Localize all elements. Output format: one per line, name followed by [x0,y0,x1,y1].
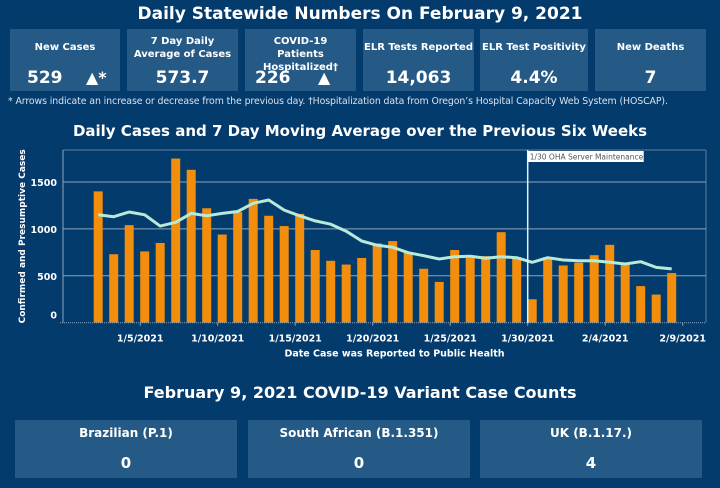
variant-card-brazilian: Brazilian (P.1) 0 [15,420,237,478]
kpi-label: New Cases [34,42,96,53]
x-tick-label: 2/4/2021 [582,334,629,345]
bar-1-19 [357,257,367,323]
bar-1-27 [481,256,491,323]
x-tick-label: 1/25/2021 [424,334,477,345]
kpi-label: 7 Day Daily Average of Cases [133,36,232,60]
x-axis-title: Date Case was Reported to Public Health [284,349,504,360]
kpi-value: 573.7 [155,68,210,88]
variant-label: South African (B.1.351) [279,426,439,440]
annotation-box [527,151,644,162]
bar-1-13 [264,215,274,323]
x-tick-label: 1/10/2021 [191,334,244,345]
x-tick-label: 1/20/2021 [346,334,399,345]
y-tick-label: 1000 [31,225,58,236]
kpi-new-cases: New Cases 529 ▲* [10,29,120,91]
variant-card-uk: UK (B.1.17.) 4 [480,420,702,478]
up-arrow-icon: ▲* [86,68,107,87]
bar-1-24 [434,281,444,323]
bar-1-28 [496,232,506,323]
bar-1-17 [326,260,336,323]
kpi-7-day-average: 7 Day Daily Average of Cases 573.7 [127,29,238,91]
bar-1-6 [155,242,165,323]
kpi-label: ELR Test Positivity [482,42,586,53]
bar-2-8 [667,273,677,323]
bar-1-10 [217,234,227,323]
bar-2-2 [574,262,584,323]
kpi-label: New Deaths [616,42,685,53]
kpi-value: 14,063 [385,68,452,88]
x-tick-label: 1/5/2021 [117,334,164,345]
bar-1-31 [543,257,553,323]
bar-2-1 [558,265,568,323]
bar-2-7 [651,294,661,323]
bar-1-20 [372,243,382,323]
y-tick-label: 1500 [31,178,58,189]
bar-1-25 [450,250,460,323]
bar-1-21 [388,241,398,323]
kpi-label: ELR Tests Reported [364,42,473,53]
kpi-value: 4.4% [510,68,558,88]
kpi-elr-tests: ELR Tests Reported 14,063 [363,29,474,91]
kpi-value: 226 [255,68,291,88]
x-tick-label: 1/30/2021 [501,334,554,345]
bar-1-4 [124,225,134,323]
kpi-hospitalized: COVID-19 Patients Hospitalized† 226 ▲ [245,29,356,91]
variant-count: 4 [585,454,597,472]
bar-1-2 [93,191,103,323]
y-axis-title: Confirmed and Presumptive Cases [18,149,28,323]
bar-1-11 [233,212,243,323]
y-tick-label: 500 [37,272,57,283]
x-tick-label: 2/9/2021 [659,334,706,345]
kpi-value: 7 [644,68,657,88]
bar-1-15 [295,213,305,323]
variant-count: 0 [120,454,132,472]
bar-1-14 [279,226,289,323]
bar-2-5 [620,265,630,323]
footnote: * Arrows indicate an increase or decreas… [8,96,668,107]
variant-label: UK (B.1.17.) [549,426,633,440]
y-tick-label: 0 [50,311,57,322]
up-arrow-icon: ▲ [318,68,331,87]
variant-label: Brazilian (P.1) [79,426,173,440]
cases-chart: 0 500 1000 1500 1/5/2021 1/10/2021 1/15/2021 1/… [18,149,707,360]
kpi-test-positivity: ELR Test Positivity 4.4% [480,29,588,91]
bar-1-3 [109,254,119,323]
bar-1-23 [419,268,429,323]
kpi-label: COVID-19 Patients Hospitalized† [263,36,338,73]
bar-2-3 [589,255,599,323]
variant-count: 0 [353,454,365,472]
bar-2-6 [636,286,646,323]
bar-2-4 [605,244,615,323]
bar-1-8 [186,169,196,323]
bar-1-18 [341,264,351,323]
chart-title: Daily Cases and 7 Day Moving Average ove… [72,122,648,140]
bar-1-12 [248,198,258,323]
bar-1-16 [310,250,320,323]
page-title: Daily Statewide Numbers On February 9, 2… [137,4,583,24]
variants-title: February 9, 2021 COVID-19 Variant Case C… [143,383,577,402]
moving-average-line [98,198,672,271]
bar-1-29 [512,257,522,323]
bar-1-26 [465,257,475,323]
bar-1-7 [171,158,181,323]
annotation-text: 1/30 OHA Server Maintenance [530,153,644,162]
kpi-value: 529 [27,68,63,88]
x-tick-label: 1/15/2021 [269,334,322,345]
kpi-new-deaths: New Deaths 7 [595,29,706,91]
variant-card-south-african: South African (B.1.351) 0 [248,420,470,478]
bar-1-9 [202,208,212,323]
bar-1-30 [527,299,537,323]
bar-1-22 [403,252,413,323]
bar-1-5 [140,251,150,323]
